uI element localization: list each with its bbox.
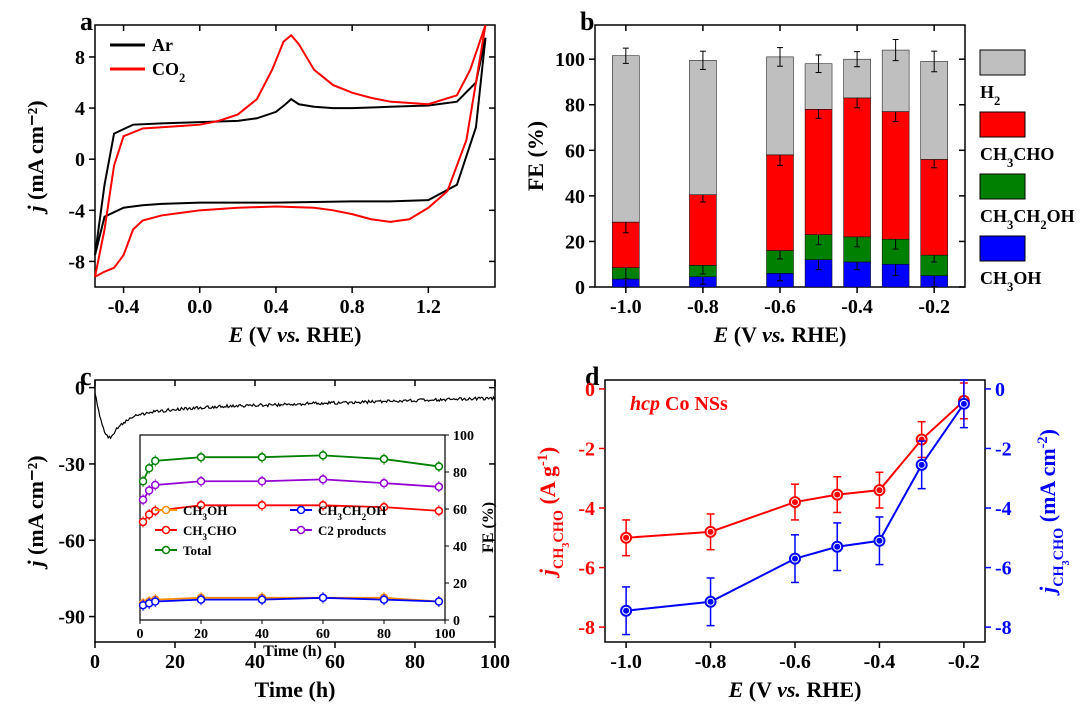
svg-text:b: b bbox=[580, 7, 594, 36]
svg-text:-1.0: -1.0 bbox=[610, 296, 642, 318]
svg-text:-4: -4 bbox=[68, 200, 85, 222]
svg-text:j (mA cm⁻²): j (mA cm⁻²) bbox=[23, 100, 48, 214]
svg-text:20: 20 bbox=[165, 651, 185, 673]
svg-text:-2: -2 bbox=[995, 438, 1012, 460]
svg-text:60: 60 bbox=[316, 627, 330, 642]
svg-text:-30: -30 bbox=[58, 454, 85, 476]
svg-text:20: 20 bbox=[194, 627, 208, 642]
panel-d: d-1.0-0.8-0.6-0.4-0.2-8-6-4-20-8-6-4-20E… bbox=[525, 360, 1080, 712]
svg-text:Time (h): Time (h) bbox=[263, 643, 322, 660]
svg-text:0: 0 bbox=[90, 651, 100, 673]
svg-text:20: 20 bbox=[453, 577, 467, 592]
svg-text:0: 0 bbox=[75, 149, 85, 171]
svg-text:FE (%): FE (%) bbox=[480, 502, 497, 553]
svg-text:FE (%): FE (%) bbox=[525, 121, 548, 191]
svg-text:a: a bbox=[80, 7, 93, 36]
svg-text:40: 40 bbox=[255, 627, 269, 642]
svg-text:80: 80 bbox=[405, 651, 425, 673]
svg-text:8: 8 bbox=[75, 47, 85, 69]
svg-text:-0.4: -0.4 bbox=[108, 296, 140, 318]
svg-text:-1.0: -1.0 bbox=[610, 651, 642, 673]
svg-text:E (V vs. RHE): E (V vs. RHE) bbox=[728, 677, 862, 702]
svg-text:Total: Total bbox=[183, 543, 212, 558]
svg-text:Time (h): Time (h) bbox=[255, 677, 336, 702]
svg-text:100: 100 bbox=[555, 49, 585, 71]
svg-text:jCH3CHO (A g-1): jCH3CHO (A g-1) bbox=[535, 447, 572, 578]
panel-a: a -0.4 0.0 0.4 0.8 1.2 -8 -4 0 4 8 E (V vs. RHE) j (… bbox=[10, 5, 520, 355]
svg-text:H2: H2 bbox=[980, 82, 1000, 108]
svg-text:-8: -8 bbox=[578, 617, 595, 639]
svg-text:CH3CH2OH: CH3CH2OH bbox=[980, 206, 1075, 232]
svg-text:0.8: 0.8 bbox=[340, 296, 365, 318]
svg-text:-0.2: -0.2 bbox=[918, 296, 950, 318]
svg-text:0: 0 bbox=[995, 379, 1005, 401]
svg-text:0: 0 bbox=[75, 378, 85, 400]
svg-text:40: 40 bbox=[453, 540, 467, 555]
svg-text:hcp Co NSs: hcp Co NSs bbox=[630, 393, 728, 415]
svg-text:0: 0 bbox=[453, 614, 460, 629]
svg-text:0.4: 0.4 bbox=[263, 296, 288, 318]
svg-text:0: 0 bbox=[575, 277, 585, 299]
svg-text:CO2: CO2 bbox=[152, 59, 185, 85]
svg-text:4: 4 bbox=[75, 98, 85, 120]
svg-text:-0.6: -0.6 bbox=[779, 651, 811, 673]
svg-text:0: 0 bbox=[137, 627, 144, 642]
svg-text:-4: -4 bbox=[578, 498, 595, 520]
figure-container: a -0.4 0.0 0.4 0.8 1.2 -8 -4 0 4 8 E (V vs. RHE) j (… bbox=[0, 0, 1080, 717]
panel-c-svg: c020406080100-90-60-300Time (h)j (mA cm⁻… bbox=[10, 360, 520, 712]
svg-text:100: 100 bbox=[480, 651, 510, 673]
svg-text:100: 100 bbox=[453, 429, 474, 444]
svg-text:Ar: Ar bbox=[152, 35, 173, 55]
svg-text:-60: -60 bbox=[58, 530, 85, 552]
svg-text:40: 40 bbox=[565, 186, 585, 208]
svg-text:-2: -2 bbox=[578, 438, 595, 460]
svg-text:-6: -6 bbox=[995, 558, 1012, 580]
svg-text:40: 40 bbox=[245, 651, 265, 673]
panel-b: b -1.0 -0.8 -0.6 -0.4 -0.2 0 20 40 60 80 100 E (V vs… bbox=[525, 5, 1080, 355]
svg-text:-0.8: -0.8 bbox=[687, 296, 719, 318]
svg-text:-0.4: -0.4 bbox=[864, 651, 896, 673]
svg-text:60: 60 bbox=[453, 503, 467, 518]
svg-text:-0.8: -0.8 bbox=[695, 651, 727, 673]
svg-text:E (V vs. RHE): E (V vs. RHE) bbox=[228, 322, 362, 347]
svg-text:0: 0 bbox=[585, 379, 595, 401]
svg-text:80: 80 bbox=[565, 95, 585, 117]
panel-c: c020406080100-90-60-300Time (h)j (mA cm⁻… bbox=[10, 360, 520, 712]
svg-text:-6: -6 bbox=[578, 558, 595, 580]
svg-text:-0.2: -0.2 bbox=[948, 651, 980, 673]
svg-text:CH3CHO: CH3CHO bbox=[980, 144, 1054, 170]
panel-d-svg: d-1.0-0.8-0.6-0.4-0.2-8-6-4-20-8-6-4-20E… bbox=[525, 360, 1080, 712]
svg-text:-0.6: -0.6 bbox=[764, 296, 796, 318]
svg-text:CH3OH: CH3OH bbox=[980, 268, 1041, 294]
svg-text:-4: -4 bbox=[995, 498, 1012, 520]
svg-text:-90: -90 bbox=[58, 607, 85, 629]
svg-text:-8: -8 bbox=[68, 251, 85, 273]
svg-text:100: 100 bbox=[435, 627, 456, 642]
svg-text:60: 60 bbox=[325, 651, 345, 673]
panel-a-svg: a -0.4 0.0 0.4 0.8 1.2 -8 -4 0 4 8 E (V vs. RHE) j (… bbox=[10, 5, 520, 355]
svg-text:80: 80 bbox=[377, 627, 391, 642]
svg-text:C2 products: C2 products bbox=[318, 523, 386, 538]
svg-text:jCH3CHO (mA cm-2): jCH3CHO (mA cm-2) bbox=[1035, 429, 1072, 596]
svg-text:80: 80 bbox=[453, 466, 467, 481]
panel-b-svg: b -1.0 -0.8 -0.6 -0.4 -0.2 0 20 40 60 80 100 E (V vs… bbox=[525, 5, 1080, 355]
svg-text:0.0: 0.0 bbox=[187, 296, 212, 318]
svg-text:-0.4: -0.4 bbox=[841, 296, 873, 318]
svg-text:60: 60 bbox=[565, 140, 585, 162]
svg-text:j (mA cm⁻²): j (mA cm⁻²) bbox=[23, 455, 48, 569]
svg-text:20: 20 bbox=[565, 231, 585, 253]
svg-text:1.2: 1.2 bbox=[416, 296, 441, 318]
svg-text:-8: -8 bbox=[995, 617, 1012, 639]
svg-text:E (V vs. RHE): E (V vs. RHE) bbox=[713, 322, 847, 347]
